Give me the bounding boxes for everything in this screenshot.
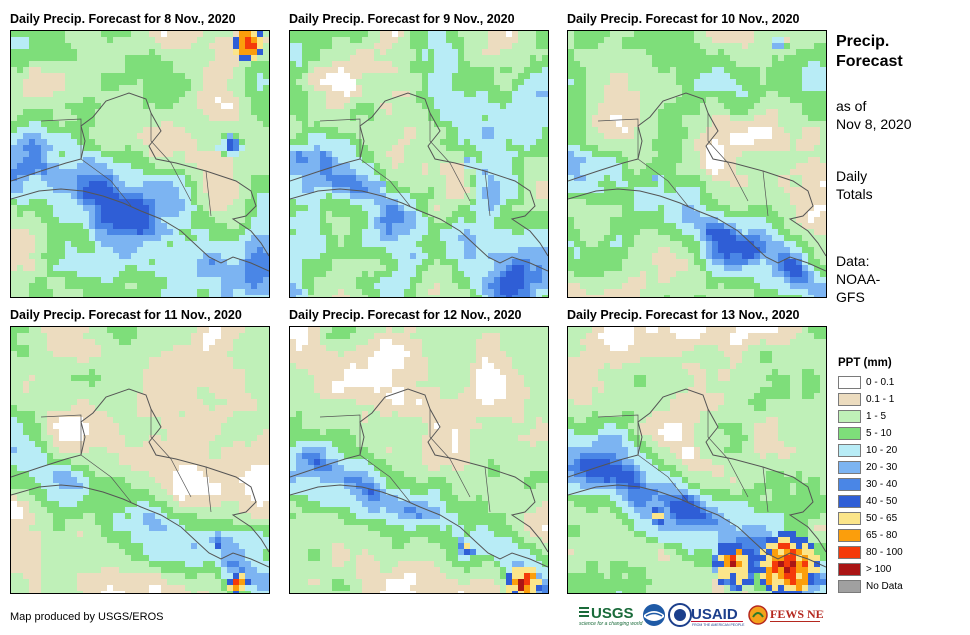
precip-map [289, 326, 549, 594]
panel-title: Daily Precip. Forecast for 10 Nov., 2020 [567, 12, 800, 26]
legend-swatch [838, 393, 861, 406]
fewsnet-logo-text: FEWS NET [770, 607, 824, 621]
legend-swatch [838, 563, 861, 576]
coastline [290, 92, 548, 272]
legend-swatch [838, 461, 861, 474]
legend-label: 65 - 80 [866, 530, 898, 541]
usgs-tagline: science for a changing world [579, 621, 643, 627]
country-borders [40, 409, 212, 513]
precip-raster [568, 327, 826, 593]
country-borders [40, 113, 212, 217]
noaa-logo [642, 603, 666, 627]
precip-map [289, 30, 549, 298]
side-title-line1: Precip. [836, 33, 890, 50]
legend-label: 1 - 5 [866, 411, 887, 422]
country-borders [597, 113, 769, 217]
legend-label: 30 - 40 [866, 479, 898, 490]
usgs-logo-text: USGS [591, 605, 634, 622]
legend-label: 40 - 50 [866, 496, 898, 507]
as-of-line2: Nov 8, 2020 [836, 116, 912, 132]
as-of-line1: as of [836, 98, 867, 114]
credit: Map produced by USGS/EROS [10, 611, 164, 623]
precip-map [567, 326, 827, 594]
legend-swatch [838, 410, 861, 423]
country-borders [319, 409, 491, 513]
legend-swatch [838, 512, 861, 525]
precip-raster [11, 327, 269, 593]
legend-swatch [838, 376, 861, 389]
side-title-line2: Forecast [836, 53, 903, 70]
precip-map [10, 30, 270, 298]
country-borders [597, 409, 769, 513]
totals-line2: Totals [836, 186, 873, 202]
precip-raster [290, 31, 548, 297]
fewsnet-logo: FEWS NET [748, 603, 832, 627]
coastline [568, 388, 826, 568]
data-line1: Data: [836, 253, 870, 269]
coastline [290, 388, 548, 568]
usaid-logo: USAID FROM THE AMERICAN PEOPLE [690, 603, 748, 627]
panel-title: Daily Precip. Forecast for 11 Nov., 2020 [10, 308, 242, 322]
panel-title: Daily Precip. Forecast for 8 Nov., 2020 [10, 12, 236, 26]
legend-label: 50 - 65 [866, 513, 898, 524]
usaid-tagline: FROM THE AMERICAN PEOPLE [692, 623, 745, 627]
country-borders [319, 113, 491, 217]
precip-raster [11, 31, 269, 297]
precip-raster [568, 31, 826, 297]
legend-label: 80 - 100 [866, 547, 903, 558]
legend-label: 0.1 - 1 [866, 394, 895, 405]
legend-swatch [838, 529, 861, 542]
legend-label: 10 - 20 [866, 445, 898, 456]
coastline [11, 388, 269, 568]
data-line2: NOAA- [836, 271, 881, 287]
legend-label: 0 - 0.1 [866, 377, 895, 388]
coastline [11, 92, 269, 272]
precip-map [10, 326, 270, 594]
data-line3: GFS [836, 289, 865, 305]
legend-label: No Data [866, 581, 903, 592]
legend-swatch [838, 478, 861, 491]
coastline [568, 92, 826, 272]
as-of-date: as of Nov 8, 2020 [836, 97, 912, 133]
usaid-logo-text: USAID [691, 606, 738, 623]
side-title: Precip. Forecast [836, 32, 903, 72]
legend-swatch [838, 546, 861, 559]
panel-title: Daily Precip. Forecast for 9 Nov., 2020 [289, 12, 515, 26]
usgs-logo: USGS science for a changing world [578, 603, 664, 627]
daily-totals: Daily Totals [836, 167, 873, 203]
legend-swatch [838, 495, 861, 508]
data-source: Data: NOAA- GFS [836, 252, 880, 306]
legend-label: 5 - 10 [866, 428, 892, 439]
legend-swatch [838, 580, 861, 593]
panel-title: Daily Precip. Forecast for 13 Nov., 2020 [567, 308, 800, 322]
dos-seal-logo [668, 603, 692, 627]
panel-title: Daily Precip. Forecast for 12 Nov., 2020 [289, 308, 522, 322]
totals-line1: Daily [836, 168, 868, 184]
precip-map [567, 30, 827, 298]
legend-title: PPT (mm) [838, 357, 892, 369]
legend-label: 20 - 30 [866, 462, 898, 473]
legend-swatch [838, 444, 861, 457]
legend-label: > 100 [866, 564, 892, 575]
legend-swatch [838, 427, 861, 440]
precip-raster [290, 327, 548, 593]
